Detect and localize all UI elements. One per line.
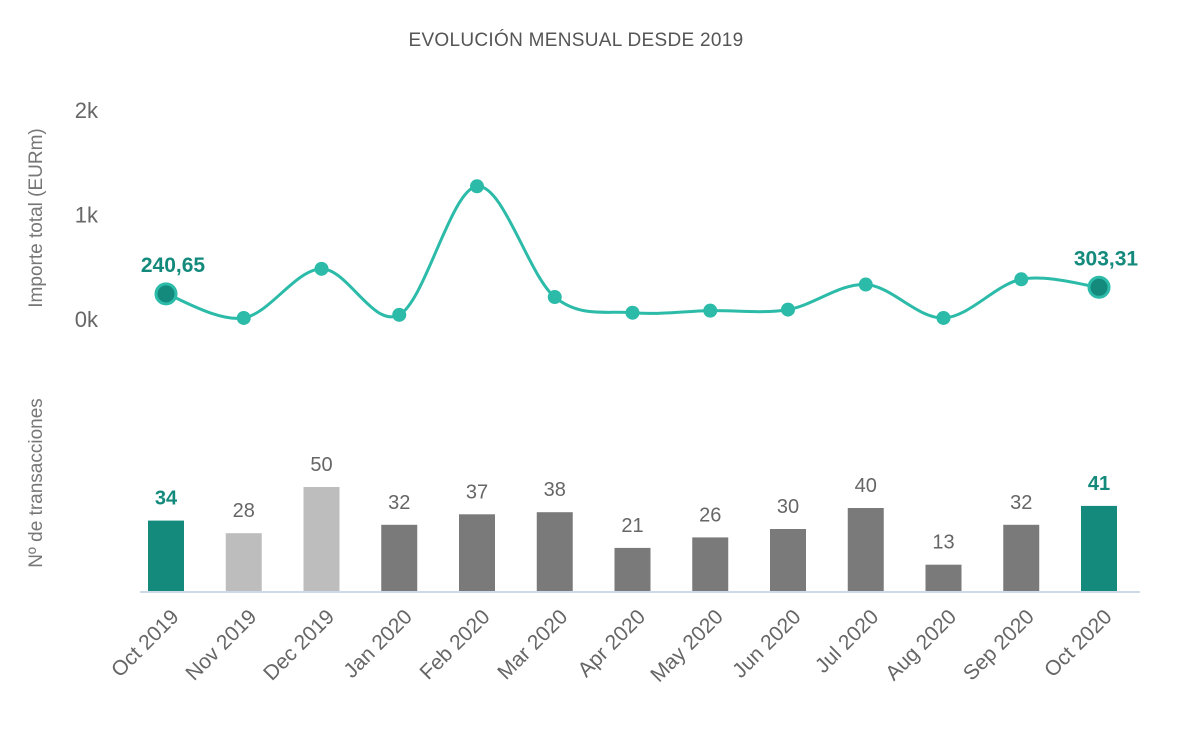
x-category-label: Sep 2020	[959, 605, 1039, 685]
line-y-tick: 2k	[75, 98, 99, 123]
bar	[614, 547, 651, 592]
bar-series: 34 28 50 32 37 38 21 26 30 40 13 32 41	[148, 454, 1117, 592]
x-category-label: Nov 2019	[181, 605, 261, 685]
x-category-label: May 2020	[646, 605, 727, 686]
bar	[536, 512, 573, 592]
line-point	[314, 261, 329, 276]
bar-y-axis-label: Nº de transacciones	[26, 398, 47, 568]
x-category-label: Feb 2020	[416, 605, 495, 684]
bar	[925, 564, 962, 592]
bar-value-label: 40	[855, 475, 877, 497]
line-point	[625, 305, 640, 320]
line-path	[165, 184, 1100, 320]
line-y-axis-label: Importe total (EURm)	[26, 128, 47, 307]
line-y-tick: 1k	[75, 203, 99, 228]
x-category-label: Oct 2019	[107, 605, 184, 682]
bar	[225, 533, 262, 592]
line-point	[547, 290, 562, 305]
line-point	[858, 277, 873, 292]
x-category-label: Jul 2020	[811, 605, 883, 677]
bar-value-label: 32	[1010, 492, 1032, 514]
bar-value-label: 41	[1088, 473, 1110, 495]
x-category-label: Mar 2020	[493, 605, 572, 684]
line-point	[1014, 272, 1029, 287]
bar-value-label: 34	[155, 488, 178, 510]
chart-title: EVOLUCIÓN MENSUAL DESDE 2019	[408, 29, 743, 51]
bar	[381, 524, 418, 592]
line-point	[703, 303, 718, 318]
line-point	[1087, 275, 1111, 299]
line-point	[781, 302, 795, 317]
line-point	[236, 310, 251, 325]
bar	[847, 508, 884, 592]
line-point	[154, 282, 178, 306]
bar-value-label: 26	[699, 504, 721, 526]
bar-value-label: 38	[544, 479, 566, 501]
bar-value-label: 13	[932, 532, 954, 554]
bar-value-label: 30	[777, 496, 799, 518]
line-point	[470, 179, 484, 194]
line-point-label: 303,31	[1074, 247, 1139, 270]
line-series: 240,65 303,31	[141, 179, 1139, 325]
bar-value-label: 32	[388, 492, 410, 514]
x-category-label: Jun 2020	[728, 605, 805, 682]
bar	[770, 529, 806, 592]
x-category-label: Aug 2020	[881, 605, 961, 685]
bar	[459, 514, 495, 592]
line-point	[936, 310, 951, 325]
bar-value-label: 50	[310, 454, 332, 476]
line-y-tick: 0k	[75, 307, 99, 332]
bar-value-label: 37	[466, 481, 488, 503]
line-y-axis-ticks: 0k 1k 2k	[75, 98, 99, 332]
line-point-label: 240,65	[141, 254, 206, 277]
bar	[148, 520, 184, 592]
x-category-label: Apr 2020	[574, 605, 651, 682]
bar	[303, 487, 340, 592]
x-category-label: Dec 2019	[259, 605, 339, 685]
x-category-label: Jan 2020	[339, 605, 416, 682]
bar-value-label: 28	[233, 500, 255, 522]
x-category-label: Oct 2020	[1040, 605, 1117, 682]
bar	[1003, 524, 1040, 592]
bar-value-label: 21	[621, 515, 643, 537]
bar	[692, 537, 729, 592]
bar	[1081, 505, 1117, 592]
line-point	[392, 307, 407, 322]
